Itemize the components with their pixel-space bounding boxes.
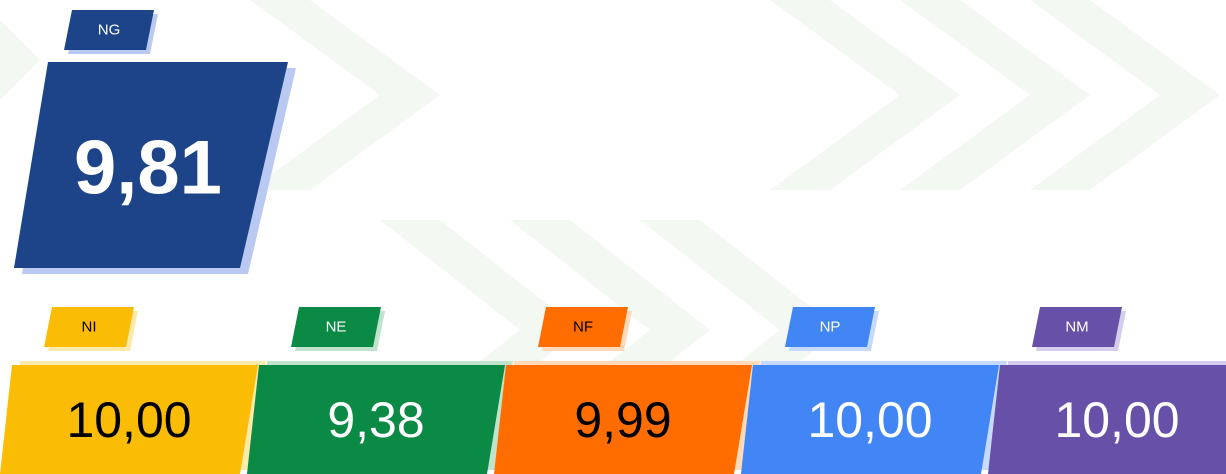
tile [741, 365, 999, 474]
tile [988, 365, 1226, 474]
chevron [900, 0, 1090, 190]
tab-label: NI [82, 319, 97, 336]
tile [247, 365, 505, 474]
chevron [770, 0, 960, 190]
tile [494, 365, 752, 474]
tab [785, 307, 875, 347]
chevron [0, 20, 40, 100]
score-value: 10,00 [807, 392, 932, 448]
tab [291, 307, 381, 347]
chevron [1030, 0, 1220, 190]
score-row: NI 10,00 NE 9,38 NF 9,99 NP 10,00 NM 10,00 [0, 307, 1226, 474]
main-tile [14, 62, 288, 268]
score-value: 9,99 [574, 392, 671, 448]
main-label: NG [98, 22, 121, 39]
tab-label: NP [820, 319, 841, 336]
chevron [250, 0, 440, 190]
tab-label: NE [326, 319, 347, 336]
tab-label: NF [573, 319, 593, 336]
score-value: 10,00 [66, 392, 191, 448]
tile [0, 365, 258, 474]
tab [44, 307, 134, 347]
tab-label: NM [1065, 319, 1088, 336]
main-tab [64, 10, 154, 50]
main-value: 9,81 [74, 126, 222, 211]
tab [538, 307, 628, 347]
score-value: 10,00 [1054, 392, 1179, 448]
tab [1032, 307, 1122, 347]
score-value: 9,38 [327, 392, 424, 448]
